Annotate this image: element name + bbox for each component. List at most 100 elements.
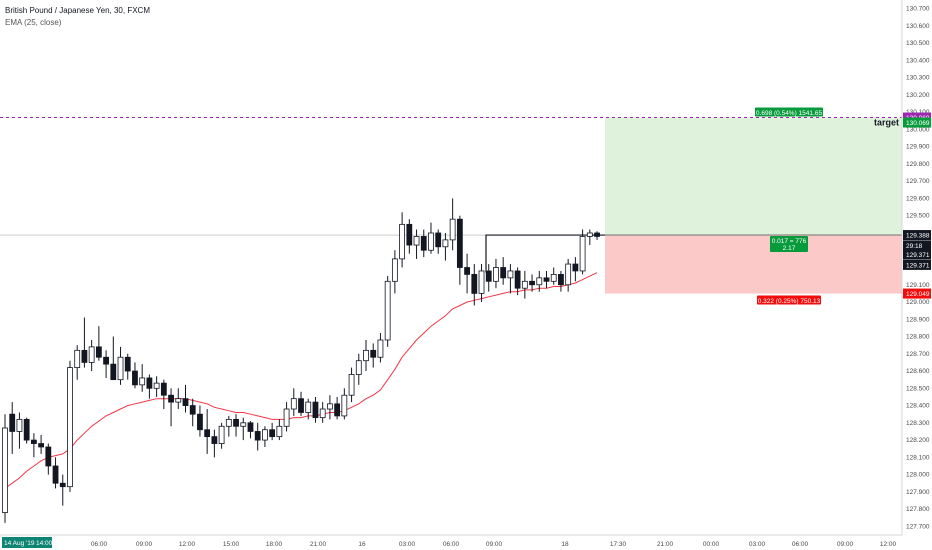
price-tag-label: 129.371 xyxy=(906,252,930,259)
candle-body xyxy=(507,270,514,279)
price-tick-label: 129.100 xyxy=(906,282,930,289)
price-tick-label: 127.900 xyxy=(906,489,930,496)
time-tick-label: 17:30 xyxy=(610,541,627,548)
time-tick-label: 12:00 xyxy=(179,541,196,548)
candle-body xyxy=(399,223,406,260)
candle-body xyxy=(355,360,362,375)
loss-label: 0.322 (0.25%) 750.13 xyxy=(758,298,821,305)
candle-body xyxy=(377,339,384,358)
time-tick-label: 03:00 xyxy=(749,541,766,548)
time-tick-label: 12:00 xyxy=(880,541,897,548)
candle-body xyxy=(384,280,391,341)
candle-body xyxy=(117,356,124,381)
candle-body xyxy=(572,263,579,272)
time-tick-label: 06:00 xyxy=(792,541,809,548)
candle-body xyxy=(132,370,138,386)
candle-body xyxy=(88,346,95,363)
risk-reward-label-ratio: 2.17 xyxy=(783,245,796,252)
price-tag-label: 129.371 xyxy=(906,262,930,269)
candle-body xyxy=(594,232,600,237)
candle-body xyxy=(456,218,463,268)
symbol-title[interactable]: British Pound / Japanese Yen, 30, FXCM xyxy=(5,6,150,15)
candle-body xyxy=(442,239,449,248)
target-zone xyxy=(605,117,902,236)
time-tick-label: 06:00 xyxy=(443,541,460,548)
candle-body xyxy=(2,427,8,513)
candle-body xyxy=(485,270,492,282)
date-tag-label: 14 Aug '19 xyxy=(4,540,35,547)
price-tick-label: 128.400 xyxy=(906,403,930,410)
time-tick-label: 09:00 xyxy=(837,541,854,548)
ema-indicator-label[interactable]: EMA (25, close) xyxy=(5,18,62,27)
price-tick-label: 129.500 xyxy=(906,213,930,220)
price-tick-label: 128.700 xyxy=(906,351,930,358)
candle-body xyxy=(536,277,543,286)
price-tag xyxy=(903,230,931,241)
candle-body xyxy=(521,280,528,289)
range-bracket xyxy=(485,234,605,273)
candle-body xyxy=(254,431,261,441)
price-tick-label: 130.200 xyxy=(906,92,930,99)
candle-body xyxy=(348,374,355,396)
candle-body xyxy=(319,408,326,419)
time-tick-label: 16 xyxy=(358,541,366,548)
price-tick-label: 130.600 xyxy=(906,23,930,30)
price-tick-label: 130.400 xyxy=(906,57,930,64)
risk-reward-label-box xyxy=(770,236,808,253)
time-tick-label: 03:00 xyxy=(399,541,416,548)
candle-body xyxy=(370,349,377,358)
candle-body xyxy=(45,446,52,467)
candle-body xyxy=(153,382,160,389)
time-tick-label: 06:00 xyxy=(91,541,108,548)
candle-body xyxy=(579,236,586,272)
candle-body xyxy=(305,401,312,413)
candle-body xyxy=(30,439,37,444)
candle-body xyxy=(262,429,268,441)
candle-body xyxy=(586,232,593,237)
candle-body xyxy=(493,267,499,282)
candle-body xyxy=(160,382,167,396)
candle-body xyxy=(478,270,485,294)
time-tick-label: 09:00 xyxy=(136,541,153,548)
candle-body xyxy=(550,274,557,282)
price-tick-label: 128.100 xyxy=(906,454,930,461)
price-tick-label: 130.000 xyxy=(906,126,930,133)
chart-legend: British Pound / Japanese Yen, 30, FXCM E… xyxy=(5,5,150,29)
candle-body xyxy=(139,377,146,386)
candle-body xyxy=(218,425,225,444)
price-tag xyxy=(903,117,931,128)
candle-body xyxy=(276,425,283,438)
price-tick-label: 129.800 xyxy=(906,161,930,168)
candle-body xyxy=(435,232,442,248)
candle-body xyxy=(471,274,478,294)
candle-body xyxy=(38,443,44,448)
candle-body xyxy=(74,349,81,368)
time-tick-label: 18 xyxy=(561,541,569,548)
price-tick-label: 128.000 xyxy=(906,472,930,479)
price-tick-label: 129.900 xyxy=(906,144,930,151)
candle-body xyxy=(558,274,564,286)
price-tag-label: 129.388 xyxy=(906,233,930,240)
date-tag xyxy=(2,537,52,548)
candle-body xyxy=(428,232,434,251)
candle-body xyxy=(110,363,117,381)
candle-body xyxy=(225,418,232,427)
time-tick-label: 21:00 xyxy=(657,541,674,548)
candle-body xyxy=(283,408,290,427)
candle-body xyxy=(16,418,23,432)
candle-body xyxy=(52,465,59,484)
loss-label-box xyxy=(757,295,821,305)
candle-body xyxy=(175,398,182,403)
price-tick-label: 130.700 xyxy=(906,6,930,13)
candle-body xyxy=(233,418,239,427)
candle-body xyxy=(67,367,73,488)
candle-body xyxy=(420,236,427,251)
candle-body xyxy=(406,223,413,246)
price-tag xyxy=(903,240,931,251)
candle-body xyxy=(391,258,398,282)
time-tick-label: 18:00 xyxy=(266,541,283,548)
candle-body xyxy=(197,413,203,431)
profit-label: 0.698 (0.54%) 1541.65 xyxy=(756,110,823,117)
